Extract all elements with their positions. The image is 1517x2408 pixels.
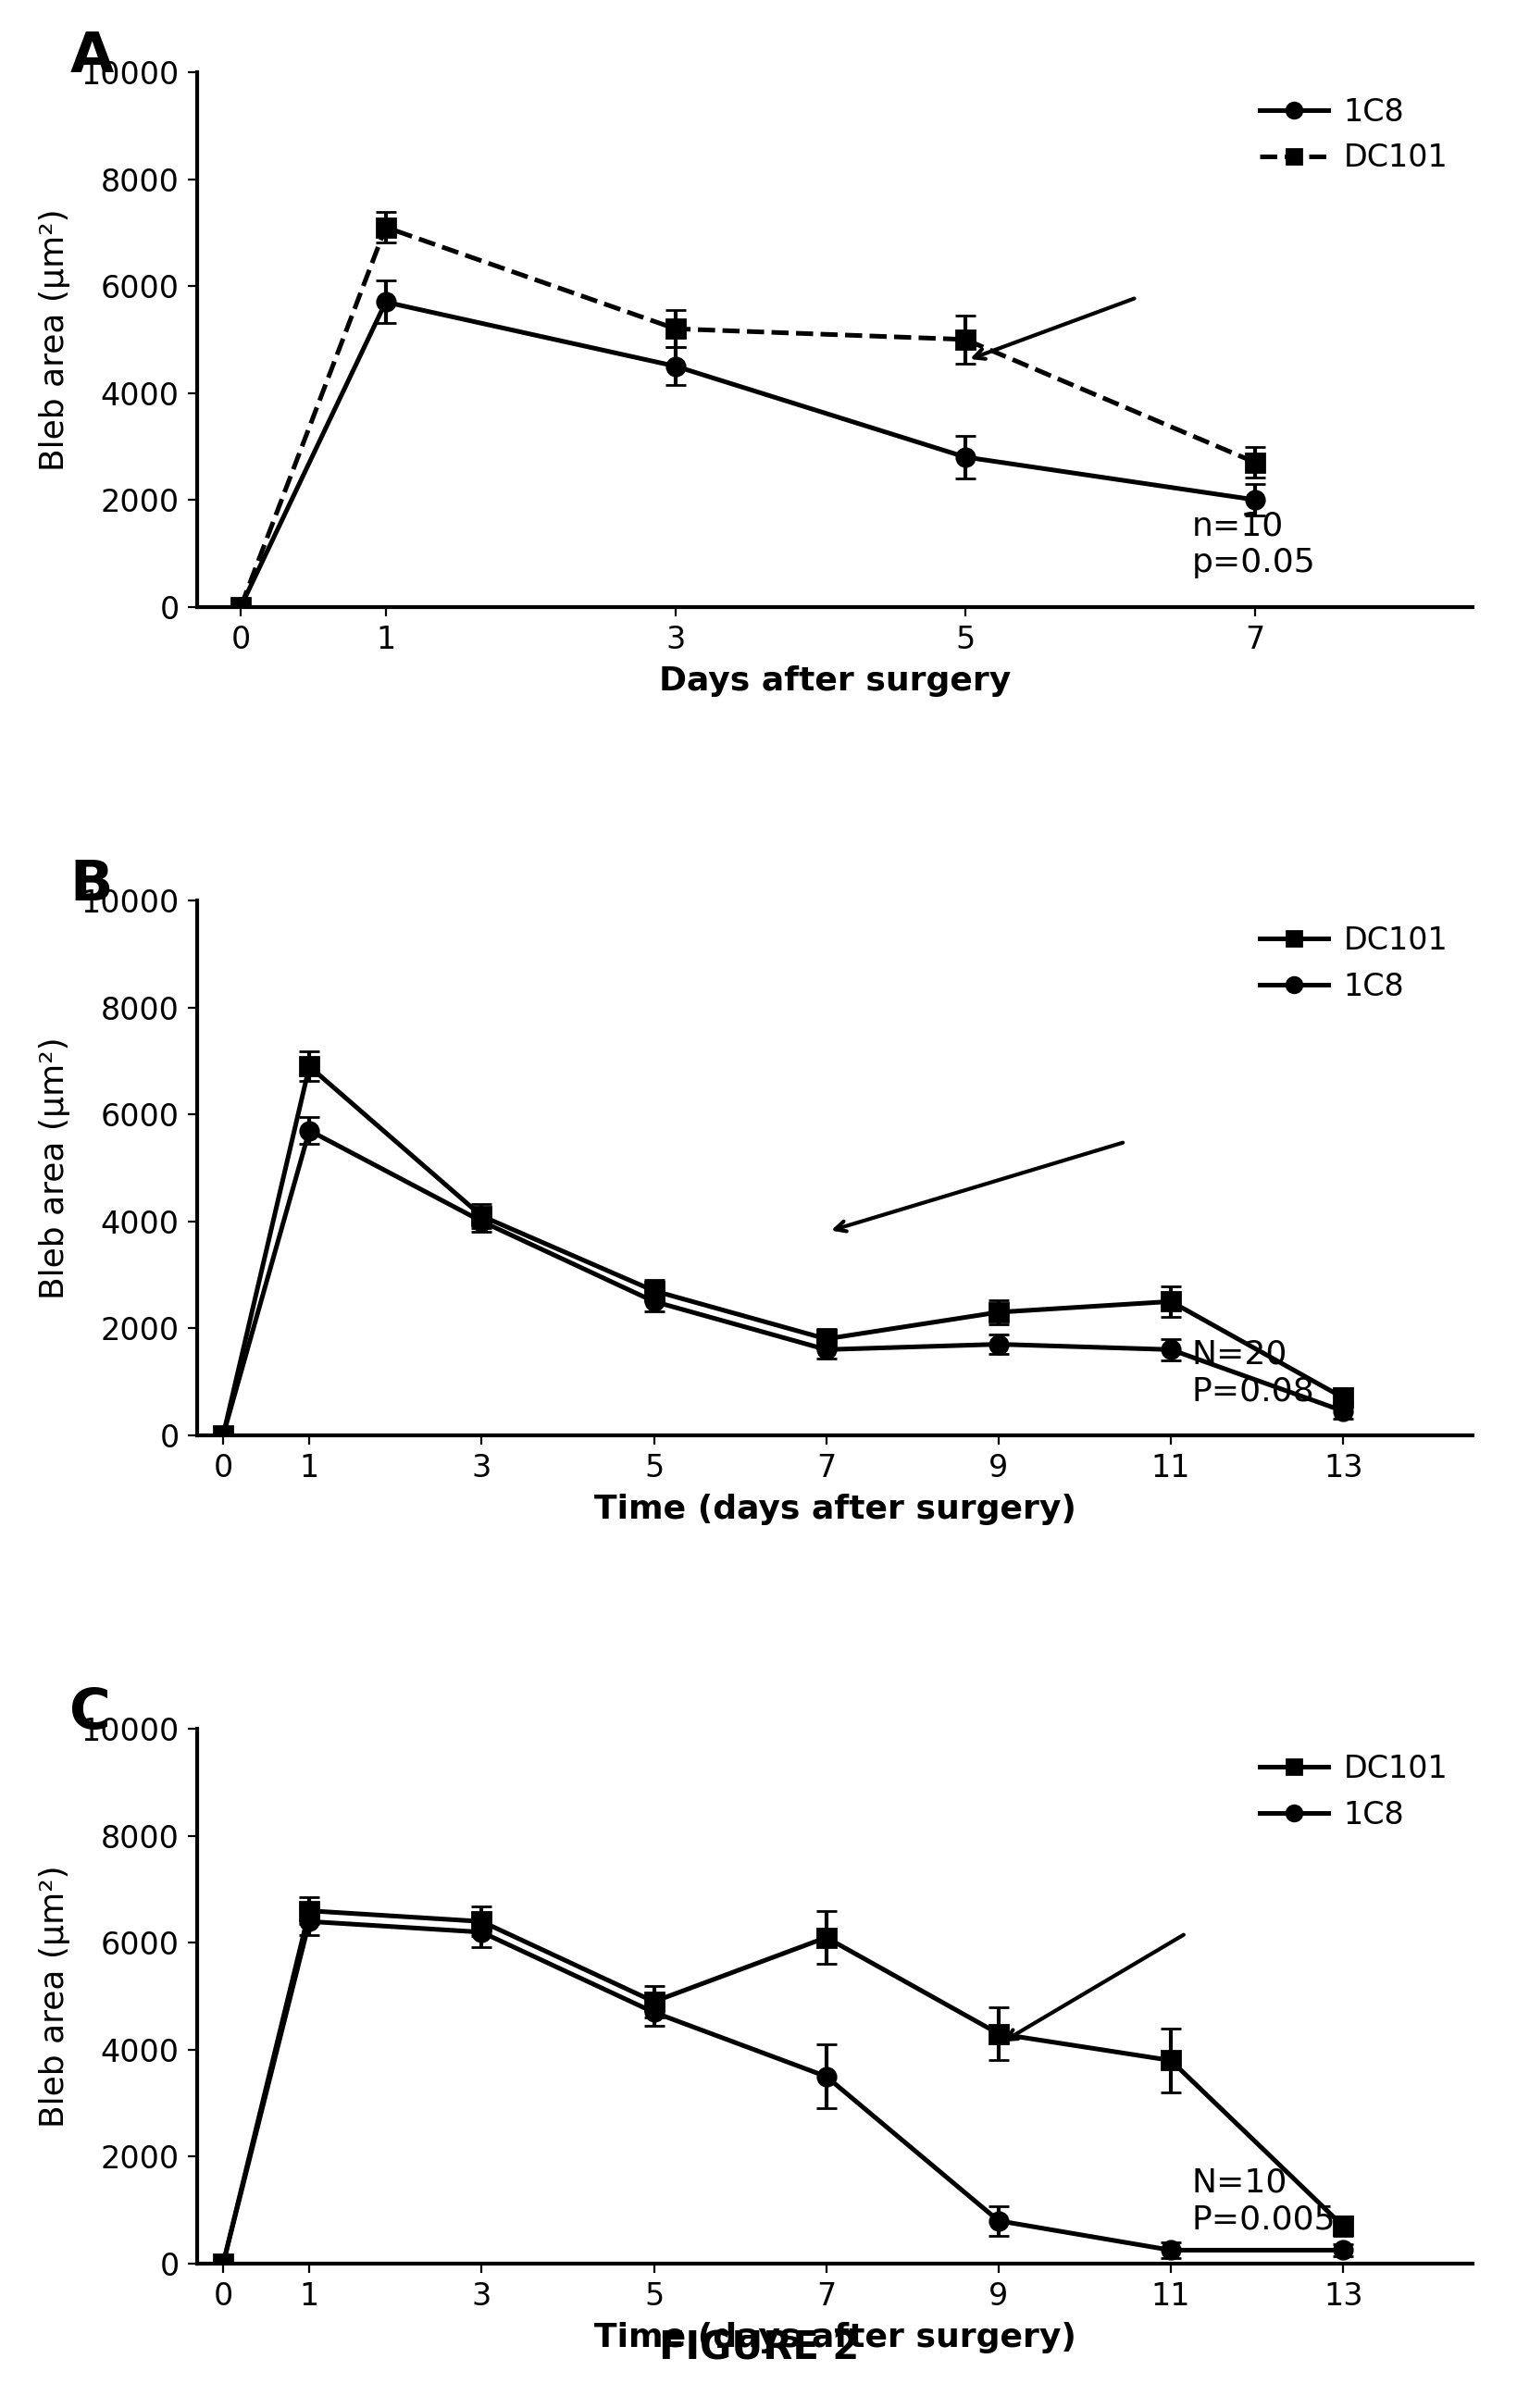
Text: FIGURE 2: FIGURE 2 — [658, 2329, 859, 2367]
X-axis label: Days after surgery: Days after surgery — [658, 665, 1010, 696]
Y-axis label: Bleb area (μm²): Bleb area (μm²) — [39, 1035, 71, 1300]
Text: n=10
p=0.05: n=10 p=0.05 — [1191, 510, 1315, 578]
Text: N=10
P=0.005: N=10 P=0.005 — [1191, 2167, 1335, 2235]
Text: C: C — [70, 1686, 111, 1741]
Y-axis label: Bleb area (μm²): Bleb area (μm²) — [39, 1866, 71, 2129]
Legend: 1C8, DC101: 1C8, DC101 — [1250, 87, 1456, 183]
X-axis label: Time (days after surgery): Time (days after surgery) — [593, 2321, 1076, 2353]
Legend: DC101, 1C8: DC101, 1C8 — [1250, 1743, 1456, 1840]
X-axis label: Time (days after surgery): Time (days after surgery) — [593, 1493, 1076, 1524]
Text: N=20
P=0.08: N=20 P=0.08 — [1191, 1339, 1314, 1406]
Y-axis label: Bleb area (μm²): Bleb area (μm²) — [39, 207, 71, 470]
Text: A: A — [70, 29, 114, 84]
Legend: DC101, 1C8: DC101, 1C8 — [1250, 915, 1456, 1011]
Text: B: B — [70, 857, 112, 913]
